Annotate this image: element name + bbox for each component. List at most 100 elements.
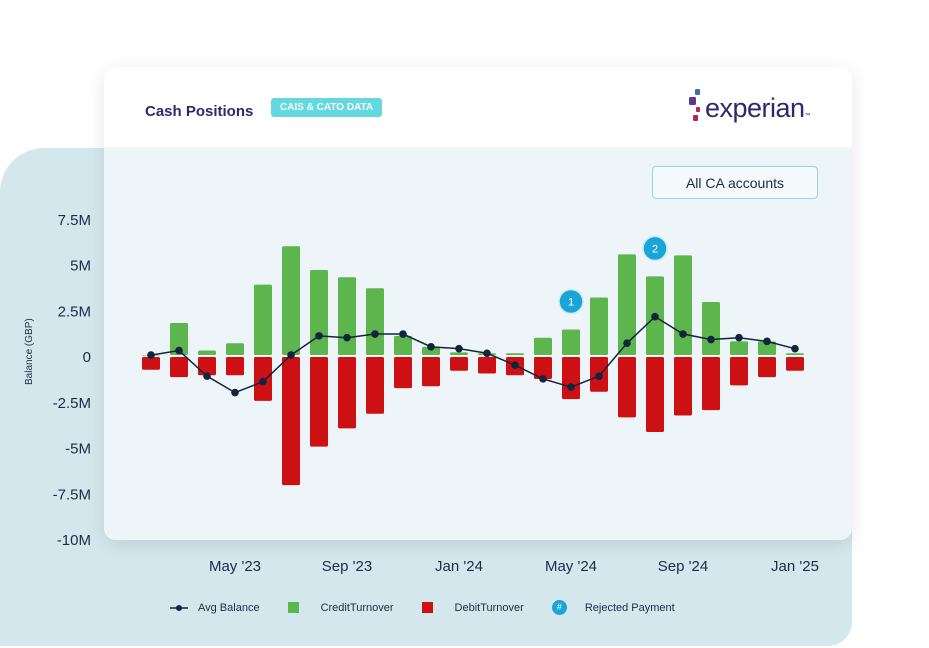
avg-balance-point bbox=[147, 351, 155, 359]
credit-bar bbox=[618, 254, 636, 355]
credit-bar bbox=[254, 284, 272, 355]
legend-credit-turnover[interactable]: CreditTurnover bbox=[287, 601, 394, 614]
credit-bar bbox=[590, 297, 608, 355]
legend-label: CreditTurnover bbox=[320, 601, 394, 614]
credit-bar bbox=[758, 341, 776, 355]
debit-bar bbox=[562, 357, 580, 400]
debit-bar bbox=[646, 357, 664, 433]
avg-balance-point bbox=[735, 333, 743, 342]
credit-bar bbox=[534, 337, 552, 355]
rejected-payment-icon bbox=[558, 288, 584, 315]
credit-bar bbox=[226, 343, 244, 355]
x-tick-label: Jan '25 bbox=[771, 558, 819, 575]
legend-rejected-payment[interactable]: # Rejected Payment bbox=[551, 600, 675, 615]
credit-bar bbox=[198, 350, 216, 355]
credit-bar bbox=[786, 353, 804, 355]
page-title: Cash Positions bbox=[145, 103, 254, 120]
debit-bar bbox=[282, 357, 300, 486]
x-tick-label: Jan '24 bbox=[435, 558, 483, 575]
credit-bar bbox=[170, 323, 188, 355]
debit-bar bbox=[366, 357, 384, 414]
legend: Avg Balance CreditTurnover DebitTurnover… bbox=[170, 600, 703, 615]
line-marker-icon bbox=[170, 604, 188, 611]
rejected-payment-icon bbox=[642, 235, 668, 262]
credit-bar bbox=[394, 335, 412, 355]
x-tick-label: May '24 bbox=[545, 558, 597, 575]
avg-balance-point bbox=[595, 372, 603, 380]
avg-balance-point bbox=[763, 337, 771, 346]
data-source-badge: CAIS & CATO DATA bbox=[271, 98, 383, 117]
avg-balance-point bbox=[679, 330, 687, 338]
avg-balance-point bbox=[399, 330, 407, 338]
credit-bar bbox=[506, 353, 524, 355]
y-tick-label: -7.5M bbox=[53, 486, 91, 503]
x-tick-label: Sep '24 bbox=[658, 558, 708, 575]
legend-debit-turnover[interactable]: DebitTurnover bbox=[421, 601, 524, 614]
avg-balance-point bbox=[259, 377, 267, 386]
credit-bar bbox=[422, 346, 440, 355]
avg-balance-point bbox=[231, 388, 239, 397]
avg-balance-point bbox=[539, 375, 547, 383]
debit-bar bbox=[170, 357, 188, 378]
account-filter-dropdown[interactable]: All CA accounts bbox=[652, 166, 818, 199]
avg-balance-point bbox=[707, 335, 715, 344]
avg-balance-point bbox=[651, 312, 659, 321]
avg-balance-point bbox=[791, 344, 799, 353]
avg-balance-point bbox=[455, 344, 463, 353]
credit-bar bbox=[562, 329, 580, 355]
debit-bar bbox=[450, 357, 468, 371]
avg-balance-point bbox=[511, 361, 519, 369]
avg-balance-point bbox=[315, 332, 323, 340]
avg-balance-point bbox=[427, 343, 435, 351]
credit-bar bbox=[730, 341, 748, 355]
debit-bar bbox=[730, 357, 748, 386]
y-tick-label: 2.5M bbox=[58, 303, 91, 320]
debit-bar bbox=[758, 357, 776, 378]
debit-bar bbox=[702, 357, 720, 411]
credit-bar bbox=[674, 255, 692, 355]
credit-bar bbox=[450, 352, 468, 355]
credit-bar bbox=[702, 302, 720, 355]
debit-bar bbox=[618, 357, 636, 418]
experian-logo: experian™ bbox=[689, 89, 819, 129]
rejected-payment-icon: # bbox=[551, 600, 567, 615]
y-tick-label: 7.5M bbox=[58, 212, 91, 229]
avg-balance-line bbox=[150, 315, 796, 394]
avg-balance-point bbox=[203, 372, 211, 380]
red-square-icon bbox=[421, 602, 433, 613]
y-tick-label: -5M bbox=[65, 441, 91, 458]
credit-bar bbox=[338, 277, 356, 355]
x-tick-label: May '23 bbox=[209, 558, 261, 575]
chart-card: Cash Positions CAIS & CATO DATA experian… bbox=[104, 67, 852, 540]
green-square-icon bbox=[287, 602, 299, 613]
debit-bar bbox=[786, 357, 804, 371]
rejected-payment-marker[interactable]: 2 bbox=[642, 235, 668, 262]
debit-bar bbox=[226, 357, 244, 376]
credit-bar bbox=[282, 246, 300, 355]
rejected-payment-label: 2 bbox=[652, 243, 658, 255]
rejected-payment-marker[interactable]: 1 bbox=[558, 288, 584, 315]
x-tick-label: Sep '23 bbox=[322, 558, 372, 575]
legend-avg-balance[interactable]: Avg Balance bbox=[170, 602, 260, 614]
avg-balance-point bbox=[567, 383, 575, 391]
debit-bar bbox=[142, 357, 160, 370]
credit-bar bbox=[366, 288, 384, 355]
debit-bar bbox=[534, 357, 552, 379]
legend-label: Rejected Payment bbox=[584, 601, 675, 614]
debit-bar bbox=[198, 357, 216, 376]
debit-bar bbox=[422, 357, 440, 387]
avg-balance-point bbox=[371, 330, 379, 338]
y-tick-label: 5M bbox=[70, 258, 91, 275]
y-tick-label: -10M bbox=[57, 532, 91, 549]
rejected-payment-label: 1 bbox=[568, 296, 574, 308]
y-axis-label: Balance (GBP) bbox=[24, 318, 35, 385]
avg-balance-point bbox=[483, 349, 491, 358]
debit-bar bbox=[338, 357, 356, 429]
y-tick-label: 0 bbox=[83, 349, 91, 366]
debit-bar bbox=[478, 357, 496, 374]
avg-balance-point bbox=[287, 351, 295, 359]
credit-bar bbox=[310, 269, 328, 355]
legend-label: DebitTurnover bbox=[454, 601, 524, 614]
y-tick-label: -2.5M bbox=[53, 395, 91, 412]
